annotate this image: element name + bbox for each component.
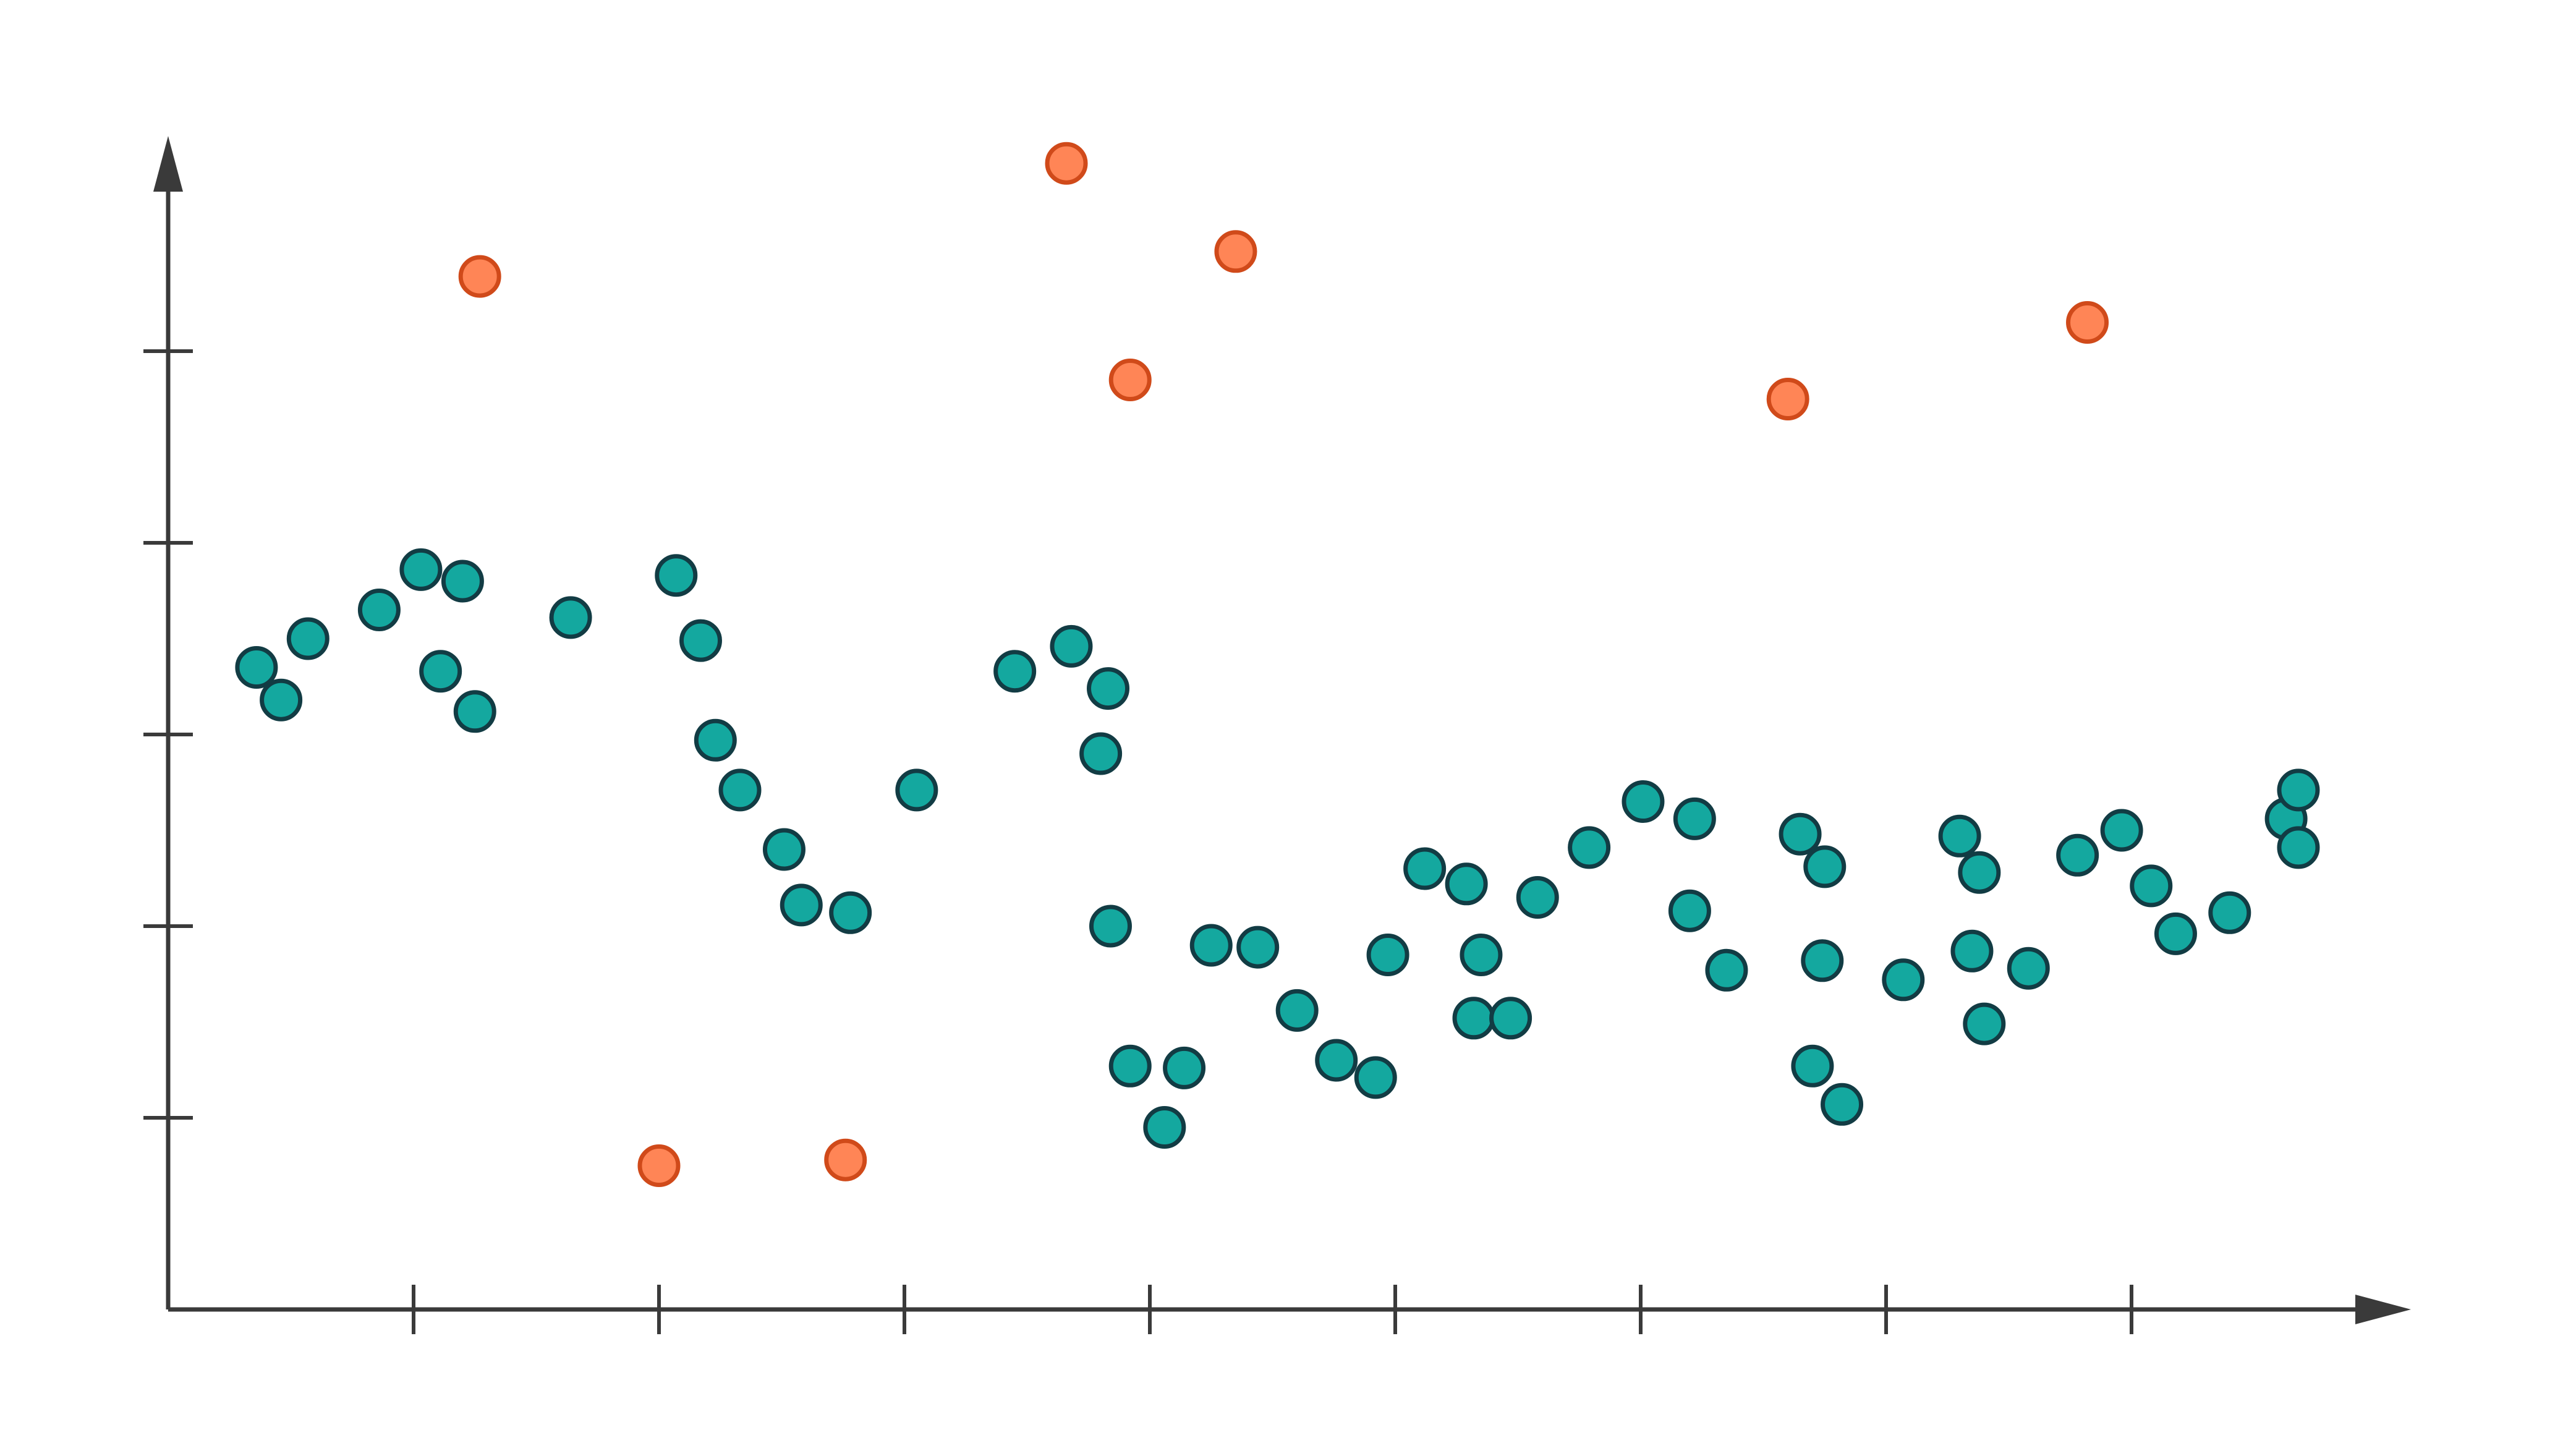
series-1-point-21 <box>1087 667 1130 710</box>
series-1-point-49 <box>1938 814 1981 858</box>
series-1-point-32 <box>1403 847 1447 890</box>
series-1-point-53 <box>2007 947 2050 990</box>
axes <box>143 136 2411 1334</box>
series-1-point-29 <box>1315 1039 1358 1082</box>
x-axis-ticks <box>412 1285 2133 1334</box>
series-1-point-37 <box>1516 876 1559 919</box>
series-1-point-34 <box>1452 997 1495 1040</box>
series-2-point-6 <box>1214 230 1257 273</box>
series-1-point-8 <box>453 690 496 733</box>
series-1-point-41 <box>1673 797 1716 840</box>
series-1-point-39 <box>1622 780 1665 823</box>
series-1-point-60 <box>2277 826 2320 869</box>
series-1-point-42 <box>1705 948 1748 992</box>
series-1-point-44 <box>1791 1044 1834 1088</box>
series-1-point-57 <box>2154 912 2197 955</box>
series-1-point-26 <box>1189 924 1233 967</box>
series-1-point-61 <box>2277 768 2320 812</box>
series-1-point-54 <box>2056 833 2099 877</box>
series-1-point-56 <box>2130 864 2173 908</box>
series-1-point-27 <box>1236 926 1280 969</box>
series-1-point-48 <box>1882 958 1925 1002</box>
series-1-point-2 <box>260 678 303 721</box>
series-1-point-30 <box>1354 1056 1397 1099</box>
series-1-point-7 <box>441 560 484 603</box>
series-1-point-13 <box>718 768 762 812</box>
series-1-point-36 <box>1489 997 1532 1040</box>
series-2-point-5 <box>1108 359 1152 401</box>
series-1-point-15 <box>780 883 823 927</box>
series-1-point-22 <box>1089 905 1132 948</box>
series-1-point-14 <box>762 828 806 871</box>
series-1-point-19 <box>1050 624 1093 668</box>
series-1-point-3 <box>286 617 329 660</box>
series-1-point-11 <box>679 619 722 662</box>
y-axis-arrow <box>153 136 183 192</box>
series-1-point-6 <box>419 650 462 693</box>
series-1-point-33 <box>1445 862 1488 906</box>
series-1-point-51 <box>1958 851 2001 894</box>
series-1-point-24 <box>1143 1106 1186 1149</box>
series-2-point-8 <box>2066 301 2109 344</box>
data-points <box>235 142 2320 1187</box>
series-1-point-31 <box>1366 934 1409 976</box>
series-1-point-43 <box>1779 812 1822 856</box>
series-1-point-16 <box>829 891 872 934</box>
series-1-point-23 <box>1108 1044 1152 1088</box>
y-axis-ticks <box>143 349 193 1120</box>
series-1-point-52 <box>1963 1002 2006 1045</box>
series-2-point-1 <box>458 255 501 298</box>
series-1-point-12 <box>694 718 737 762</box>
series-1-point-25 <box>1163 1046 1206 1089</box>
series-1-point-4 <box>357 589 401 631</box>
series-1-point-55 <box>2100 809 2143 852</box>
series-1-point-50 <box>1950 929 1994 973</box>
series-1-point-18 <box>993 650 1037 693</box>
series-2-point-4 <box>1045 142 1088 185</box>
series-1-point-28 <box>1275 989 1319 1032</box>
series-2-point-3 <box>824 1138 867 1181</box>
series-2-point-7 <box>1766 378 1809 420</box>
series-1-point-47 <box>1821 1083 1864 1126</box>
series-1-point-1 <box>235 646 278 689</box>
series-1-point-35 <box>1460 934 1503 976</box>
series-1-point-9 <box>549 596 592 639</box>
x-axis-arrow <box>2355 1295 2411 1324</box>
series-1-point-45 <box>1801 939 1844 982</box>
series-1-point-10 <box>655 554 698 597</box>
series-1-point-5 <box>399 548 443 591</box>
series-2-point-2 <box>637 1144 681 1187</box>
series-1-point-17 <box>895 768 938 812</box>
series-1-point-40 <box>1668 889 1711 932</box>
series-1-point-20 <box>1079 732 1123 775</box>
series-1-point-38 <box>1568 826 1611 869</box>
series-1-point-46 <box>1803 845 1847 888</box>
series-1-point-58 <box>2208 891 2251 934</box>
